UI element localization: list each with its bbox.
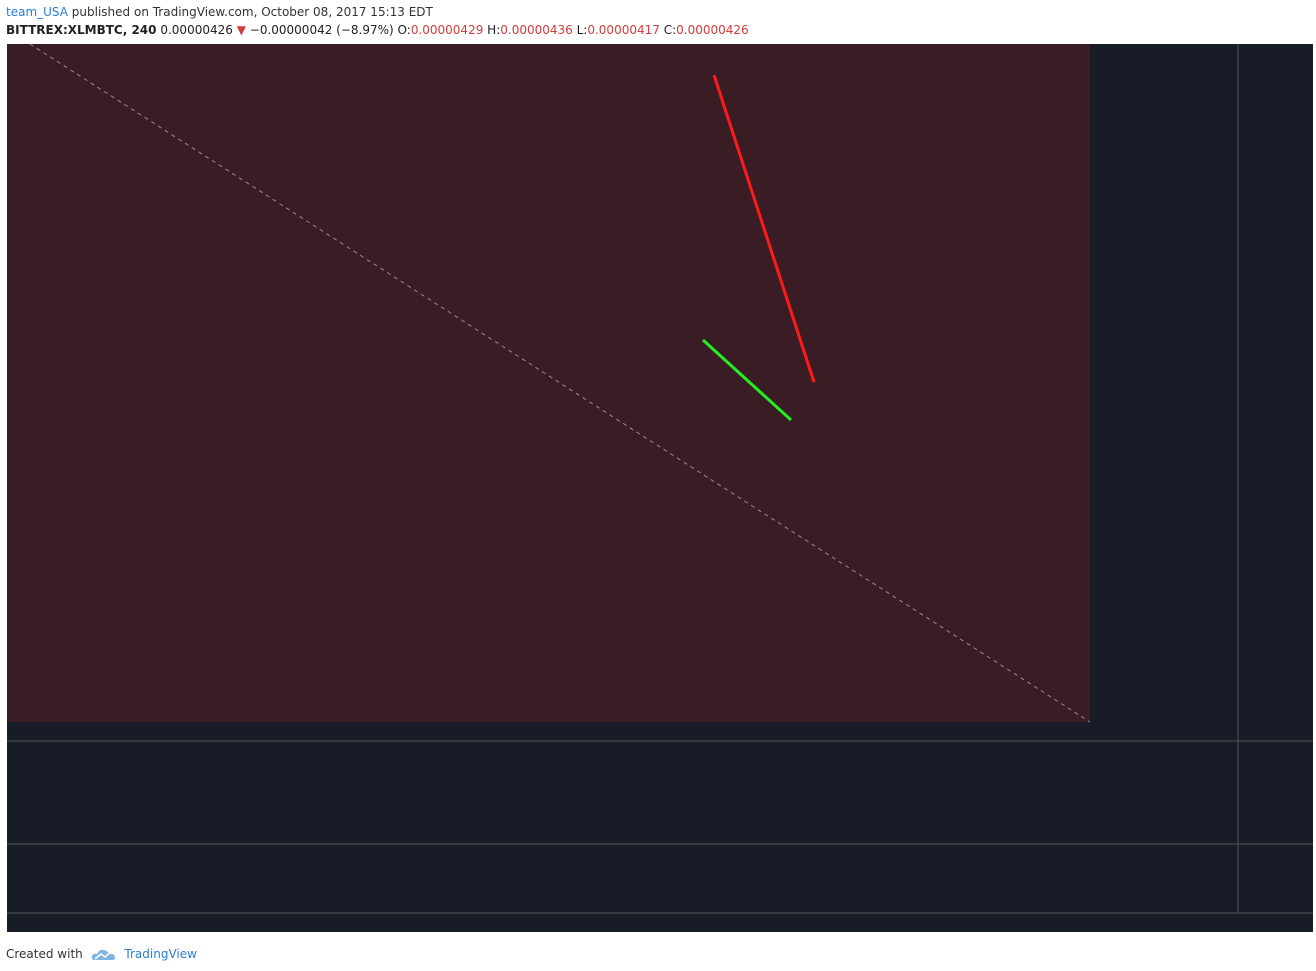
- publish-line: team_USA published on TradingView.com, O…: [6, 3, 1306, 21]
- l-label: L:: [576, 23, 588, 37]
- header: team_USA published on TradingView.com, O…: [6, 3, 1306, 39]
- arrow: ▼: [236, 23, 246, 37]
- h-label: H:: [487, 23, 501, 37]
- o-value: 0.00000429: [410, 23, 484, 37]
- c-label: C:: [663, 23, 677, 37]
- brand[interactable]: TradingView: [124, 947, 197, 961]
- chart: [7, 43, 1313, 932]
- symbol: BITTREX:XLMBTC, 240: [6, 23, 157, 37]
- drawn-support-line: [701, 338, 793, 422]
- change: −0.00000042 (−8.97%): [249, 23, 394, 37]
- price: 0.00000426: [160, 23, 233, 37]
- highlight-zone: [7, 44, 1090, 722]
- o-label: O:: [397, 23, 411, 37]
- h-value: 0.00000436: [500, 23, 573, 37]
- c-value: 0.00000426: [676, 23, 749, 37]
- symbol-line: BITTREX:XLMBTC, 240 0.00000426 ▼ −0.0000…: [6, 21, 1306, 39]
- footer: Created with TradingView: [6, 944, 197, 964]
- logo: [91, 949, 115, 960]
- drawn-resistance-line: [712, 74, 816, 383]
- published: published on TradingView.com, October 08…: [71, 5, 433, 19]
- author-link[interactable]: team_USA: [6, 5, 68, 19]
- created-with: Created with: [6, 947, 83, 961]
- l-value: 0.00000417: [587, 23, 660, 37]
- price-axis-bg: [1238, 44, 1313, 932]
- trend-line-dashed: [29, 43, 1091, 723]
